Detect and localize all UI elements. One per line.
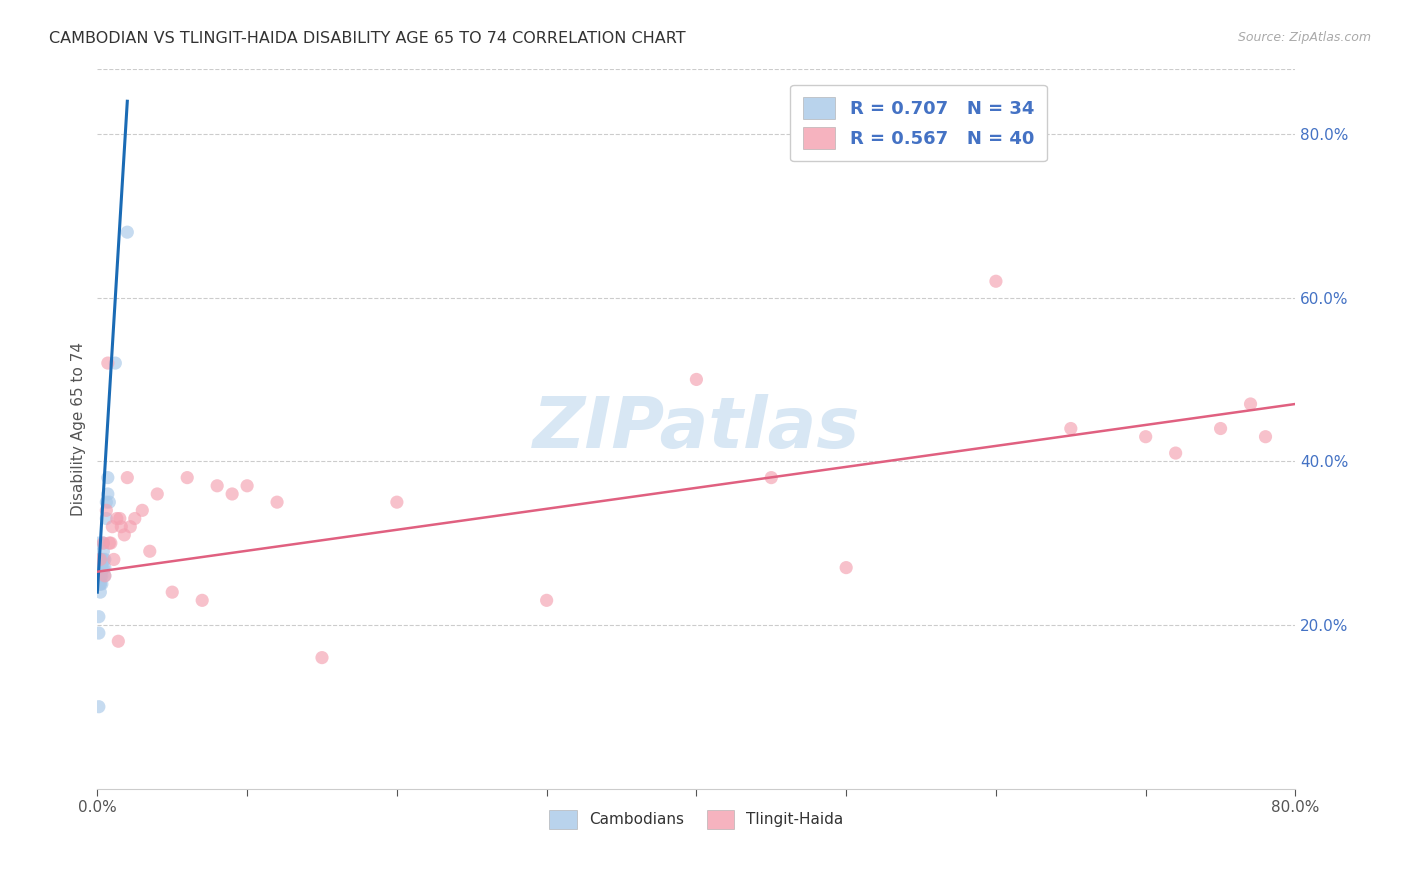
Point	[89, 560, 111, 574]
Point	[87, 536, 110, 550]
Point	[1254, 430, 1277, 444]
Point	[87, 626, 110, 640]
Point	[311, 650, 333, 665]
Point	[89, 585, 111, 599]
Point	[100, 536, 122, 550]
Point	[110, 519, 132, 533]
Point	[93, 536, 115, 550]
Point	[96, 511, 118, 525]
Point	[87, 577, 110, 591]
Point	[87, 609, 110, 624]
Point	[108, 511, 131, 525]
Point	[685, 372, 707, 386]
Point	[87, 569, 110, 583]
Point	[160, 585, 183, 599]
Point	[1164, 446, 1187, 460]
Point	[94, 552, 117, 566]
Point	[131, 503, 153, 517]
Point	[536, 593, 558, 607]
Y-axis label: Disability Age 65 to 74: Disability Age 65 to 74	[72, 342, 86, 516]
Point	[107, 634, 129, 648]
Point	[90, 577, 112, 591]
Point	[120, 519, 142, 533]
Point	[984, 274, 1007, 288]
Point	[87, 560, 110, 574]
Point	[93, 544, 115, 558]
Point	[112, 528, 135, 542]
Point	[835, 560, 858, 574]
Point	[96, 503, 118, 517]
Point	[90, 560, 112, 574]
Point	[89, 552, 111, 566]
Point	[98, 536, 121, 550]
Text: CAMBODIAN VS TLINGIT-HAIDA DISABILITY AGE 65 TO 74 CORRELATION CHART: CAMBODIAN VS TLINGIT-HAIDA DISABILITY AG…	[49, 31, 686, 46]
Legend: Cambodians, Tlingit-Haida: Cambodians, Tlingit-Haida	[543, 804, 849, 835]
Point	[93, 552, 115, 566]
Text: ZIPatlas: ZIPatlas	[533, 394, 860, 463]
Point	[90, 552, 112, 566]
Point	[1209, 421, 1232, 435]
Point	[101, 519, 124, 533]
Point	[103, 552, 125, 566]
Point	[98, 495, 121, 509]
Point	[89, 560, 111, 574]
Point	[1060, 421, 1083, 435]
Point	[93, 536, 115, 550]
Point	[89, 552, 111, 566]
Point	[146, 487, 169, 501]
Point	[139, 544, 162, 558]
Point	[117, 225, 139, 239]
Point	[93, 560, 115, 574]
Point	[89, 569, 111, 583]
Point	[1239, 397, 1261, 411]
Point	[117, 470, 139, 484]
Point	[87, 699, 110, 714]
Point	[97, 470, 120, 484]
Point	[1135, 430, 1157, 444]
Point	[266, 495, 288, 509]
Point	[104, 356, 127, 370]
Point	[90, 569, 112, 583]
Point	[385, 495, 408, 509]
Text: Source: ZipAtlas.com: Source: ZipAtlas.com	[1237, 31, 1371, 45]
Point	[191, 593, 214, 607]
Point	[94, 560, 117, 574]
Point	[97, 487, 120, 501]
Point	[221, 487, 243, 501]
Point	[96, 495, 118, 509]
Point	[89, 577, 111, 591]
Point	[176, 470, 198, 484]
Point	[94, 569, 117, 583]
Point	[205, 479, 228, 493]
Point	[97, 356, 120, 370]
Point	[89, 577, 111, 591]
Point	[124, 511, 146, 525]
Point	[761, 470, 783, 484]
Point	[94, 569, 117, 583]
Point	[90, 560, 112, 574]
Point	[87, 552, 110, 566]
Point	[105, 511, 128, 525]
Point	[236, 479, 259, 493]
